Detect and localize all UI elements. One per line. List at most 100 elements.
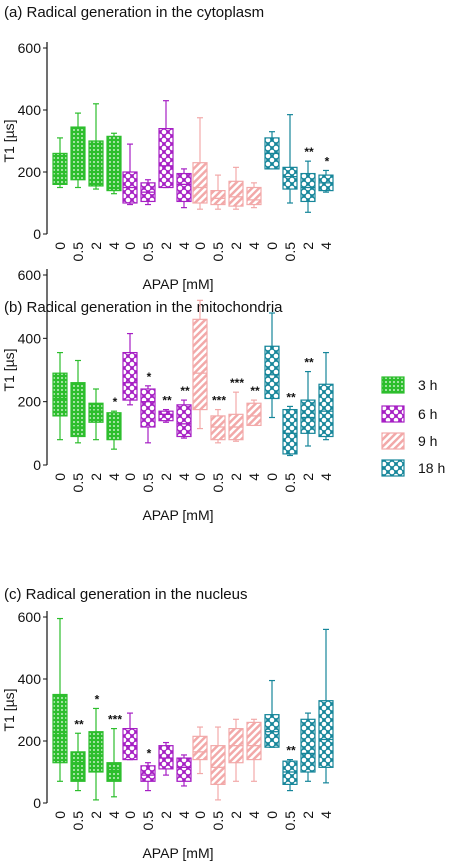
- box-body: [192, 735, 208, 761]
- box-18h-0.5: **: [282, 744, 298, 792]
- box-3h-4: [106, 132, 122, 195]
- box-body: [264, 345, 280, 400]
- significance-label: **: [286, 390, 296, 404]
- box-18h-4: [318, 351, 334, 441]
- box-body: [122, 727, 138, 761]
- significance-label: **: [304, 145, 314, 159]
- box-6h-0.5: *: [140, 370, 156, 444]
- x-tick-label: 0: [264, 473, 280, 481]
- y-tick-label: 200: [18, 164, 42, 180]
- box-6h-4: [176, 754, 192, 787]
- box-body: [122, 351, 138, 401]
- legend-swatch: [381, 376, 405, 394]
- x-tick-label: 2: [300, 473, 316, 481]
- legend-label: 18 h: [418, 460, 445, 476]
- x-tick-label: 0.5: [282, 242, 298, 262]
- box-body: [318, 383, 334, 438]
- box-body: [318, 700, 334, 768]
- x-tick-label: 2: [158, 473, 174, 481]
- box-body: [70, 126, 86, 181]
- x-tick-label: 4: [106, 811, 122, 819]
- box-body: [70, 751, 86, 782]
- x-tick-label: 0: [122, 473, 138, 481]
- significance-label: **: [74, 717, 84, 731]
- box-body: [228, 180, 244, 207]
- x-tick-label: 4: [176, 242, 192, 250]
- significance-label: *: [147, 370, 152, 384]
- significance-label: *: [113, 395, 118, 409]
- significance-label: **: [162, 394, 172, 408]
- y-axis-label: T1 [µs]: [1, 119, 17, 162]
- box-body: [52, 372, 68, 417]
- y-tick-label: 0: [33, 226, 41, 242]
- box-3h-4: *: [106, 395, 122, 450]
- box-body: [282, 760, 298, 786]
- box-9h-0.5: [210, 174, 226, 210]
- x-tick-label: 4: [176, 811, 192, 819]
- box-9h-4: [246, 182, 262, 209]
- chart-panel-2: (b) Radical generation in the mitochondr…: [1, 267, 334, 523]
- legend-swatch: [381, 459, 405, 477]
- x-tick-label: 4: [318, 242, 334, 250]
- y-axis-label: T1 [µs]: [1, 348, 17, 391]
- box-body: [282, 408, 298, 455]
- box-3h-0.5: [70, 112, 86, 189]
- x-tick-label: 0.5: [282, 473, 298, 493]
- box-body: [176, 757, 192, 782]
- legend-swatch: [381, 432, 405, 450]
- box-body: [88, 402, 104, 423]
- box-3h-2: *: [88, 692, 104, 801]
- box-body: [158, 128, 174, 189]
- box-body: [106, 412, 122, 441]
- legend-item-6h: 6 h: [381, 405, 437, 423]
- x-tick-label: 0.5: [140, 811, 156, 831]
- box-3h-4: ***: [106, 713, 122, 798]
- box-9h-4: [246, 718, 262, 782]
- x-tick-label: 2: [158, 242, 174, 250]
- box-body: [300, 718, 316, 773]
- x-tick-label: 2: [300, 811, 316, 819]
- box-6h-4: [176, 168, 192, 209]
- y-axis-label: T1 [µs]: [1, 688, 17, 731]
- box-body: [176, 172, 192, 203]
- legend-item-9h: 9 h: [381, 432, 437, 450]
- box-18h-0.5: **: [282, 390, 298, 457]
- box-18h-4: [318, 628, 334, 784]
- box-body: [158, 410, 174, 422]
- box-9h-2: [228, 166, 244, 210]
- y-tick-label: 400: [18, 330, 42, 346]
- box-6h-0: [122, 332, 138, 406]
- x-tick-label: 0: [52, 473, 68, 481]
- box-body: [140, 765, 156, 782]
- significance-label: **: [180, 384, 190, 398]
- x-tick-label: 0.5: [140, 242, 156, 262]
- box-9h-0: [192, 117, 208, 210]
- significance-label: *: [147, 747, 152, 761]
- box-3h-0: [52, 351, 68, 441]
- box-body: [88, 731, 104, 773]
- x-tick-label: 2: [158, 811, 174, 819]
- box-18h-0: [264, 131, 280, 170]
- x-tick-label: 2: [228, 811, 244, 819]
- x-tick-label: 2: [88, 811, 104, 819]
- x-tick-label: 4: [106, 473, 122, 481]
- box-3h-0: [52, 137, 68, 189]
- x-axis-label: APAP [mM]: [142, 845, 213, 861]
- legend-item-3h: 3 h: [381, 376, 437, 394]
- significance-label: **: [286, 744, 296, 758]
- x-tick-label: 0.5: [210, 811, 226, 831]
- box-6h-2: **: [158, 394, 174, 423]
- panel-title: (c) Radical generation in the nucleus: [4, 586, 247, 603]
- x-tick-label: 0: [52, 242, 68, 250]
- x-tick-label: 4: [246, 473, 262, 481]
- box-3h-0: [52, 617, 68, 782]
- x-tick-label: 0: [122, 242, 138, 250]
- panel-title: (b) Radical generation in the mitochondr…: [4, 299, 283, 316]
- box-18h-2: **: [300, 145, 316, 213]
- legend: 3 h 6 h 9 h 18 h: [381, 376, 445, 477]
- x-axis-label: APAP [mM]: [142, 507, 213, 523]
- x-tick-label: 0: [192, 242, 208, 250]
- significance-label: **: [304, 356, 314, 370]
